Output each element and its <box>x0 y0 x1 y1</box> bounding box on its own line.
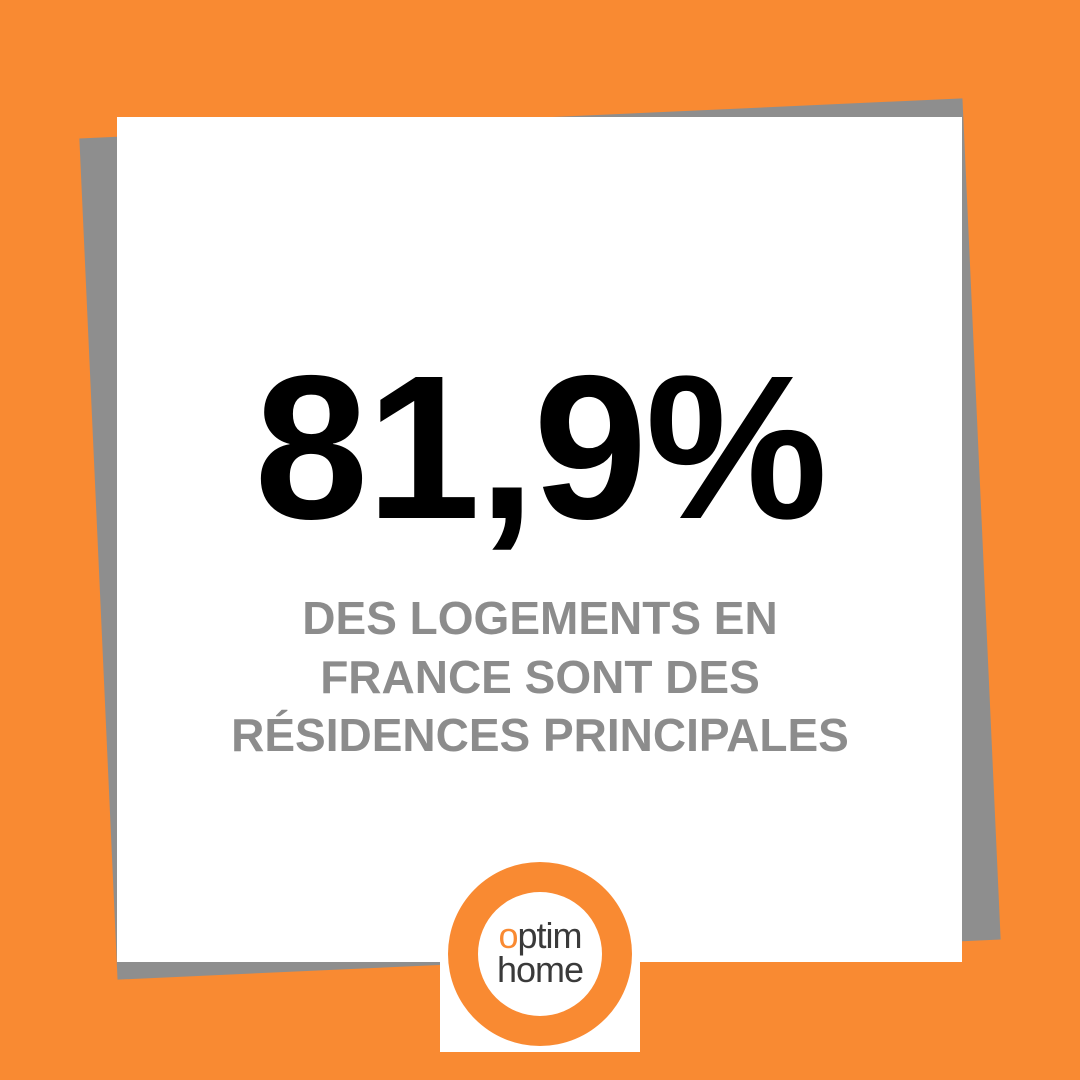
subtitle-line: FRANCE SONT DES <box>320 651 760 703</box>
logo-text: optim <box>498 915 582 956</box>
headline-number: 81,9% <box>254 333 827 562</box>
subtitle-line: DES LOGEMENTS EN <box>302 592 778 644</box>
logo-text: home <box>496 949 584 990</box>
card <box>117 117 962 962</box>
logo-inner <box>478 892 602 1016</box>
subtitle-line: RÉSIDENCES PRINCIPALES <box>231 709 849 761</box>
